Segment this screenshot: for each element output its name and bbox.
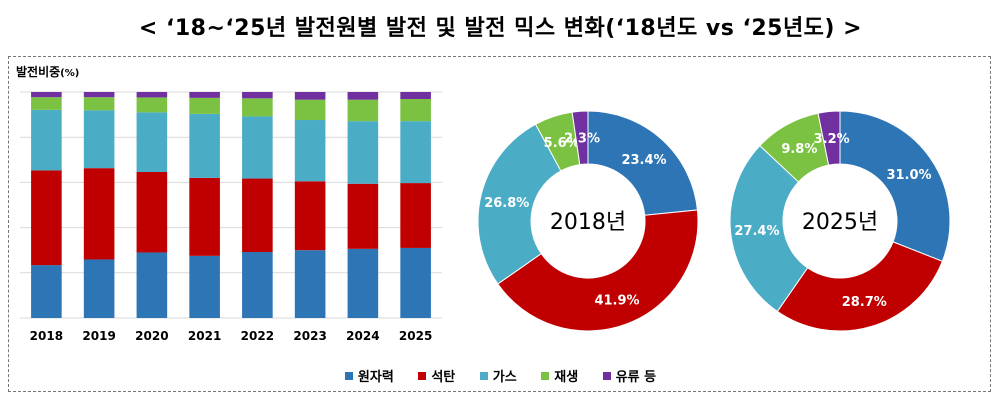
legend-swatch-renewable: [541, 372, 550, 380]
bar-gas-2025: [400, 121, 431, 184]
x-tick-label: 2023: [293, 329, 326, 343]
bar-gas-2022: [242, 116, 273, 179]
slice-label-gas: 27.4%: [734, 224, 779, 239]
x-tick-label: 2020: [135, 329, 168, 343]
bar-chart-grid: [20, 91, 442, 319]
bar-gas-2023: [294, 120, 326, 182]
bar-coal-2022: [242, 178, 273, 253]
legend: 원자력 석탄 가스 재생 유류 등: [0, 366, 1001, 385]
chart-frame: [8, 56, 991, 392]
y-axis-unit: (%): [60, 68, 80, 79]
bar-nuclear-2023: [294, 250, 326, 318]
bar-nuclear-2025: [400, 247, 431, 318]
bar-nuclear-2024: [347, 248, 379, 318]
bar-renewable-2022: [242, 98, 273, 117]
bar-nuclear-2020: [136, 252, 168, 318]
stacked-bar-chart: [31, 92, 431, 318]
bar-renewable-2021: [189, 97, 220, 114]
slice-label-nuclear: 31.0%: [886, 168, 931, 183]
bar-gas-2019: [83, 110, 115, 169]
y-axis-label: 발전비중(%): [16, 63, 79, 80]
legend-label-oil: 유류 등: [615, 370, 657, 385]
x-tick-label: 2022: [241, 329, 274, 343]
legend-label-coal: 석탄: [431, 370, 456, 385]
bar-nuclear-2021: [189, 255, 220, 318]
bar-renewable-2024: [347, 99, 379, 122]
y-axis-label-text: 발전비중: [16, 65, 61, 79]
page-title: < ‘18~‘25년 발전원별 발전 및 발전 믹스 변화(‘18년도 vs ‘…: [138, 16, 863, 41]
x-tick-label: 2021: [188, 329, 221, 343]
x-tick-label: 2024: [346, 329, 379, 343]
slice-label-renewable: 9.8%: [781, 142, 817, 157]
bar-oil-2021: [189, 92, 220, 98]
bar-oil-2022: [242, 92, 273, 99]
x-tick-label: 2025: [399, 329, 432, 343]
bar-renewable-2020: [136, 97, 168, 113]
x-tick-label: 2019: [82, 329, 115, 343]
bar-coal-2019: [83, 168, 115, 260]
slice-label-oil: 3.2%: [814, 132, 850, 147]
bar-oil-2024: [347, 92, 379, 100]
bar-nuclear-2018: [31, 265, 62, 318]
bar-nuclear-2019: [83, 259, 115, 318]
donut-hole: [531, 164, 645, 278]
bar-nuclear-2022: [242, 252, 273, 318]
slice-label-oil: 2.3%: [564, 132, 600, 147]
legend-swatch-coal: [418, 372, 427, 380]
bar-oil-2019: [83, 92, 115, 98]
bar-gas-2020: [136, 112, 168, 173]
bar-renewable-2018: [31, 97, 62, 110]
bar-coal-2025: [400, 183, 431, 248]
legend-swatch-nuclear: [344, 372, 353, 380]
x-tick-label: 2018: [30, 329, 63, 343]
legend-label-gas: 가스: [492, 370, 517, 385]
donut-chart-2018: 23.4% 41.9% 26.8% 5.6%2.3% 2018년: [477, 110, 699, 332]
bar-coal-2020: [136, 172, 168, 253]
legend-item-renewable: 재생: [541, 366, 578, 385]
bar-coal-2018: [31, 170, 62, 266]
bar-coal-2023: [294, 181, 326, 251]
bar-oil-2025: [400, 92, 431, 100]
slice-label-gas: 26.8%: [484, 196, 529, 211]
bar-coal-2024: [347, 183, 379, 249]
legend-label-nuclear: 원자력: [357, 370, 394, 385]
bar-gas-2021: [189, 113, 220, 178]
bar-oil-2018: [31, 92, 62, 98]
bar-coal-2021: [189, 177, 220, 256]
legend-item-oil: 유류 등: [602, 366, 657, 385]
bar-renewable-2025: [400, 99, 431, 122]
slice-label-coal: 41.9%: [594, 293, 639, 308]
legend-item-coal: 석탄: [418, 366, 455, 385]
bar-gas-2024: [347, 121, 379, 184]
bar-oil-2020: [136, 92, 168, 98]
slice-label-nuclear: 23.4%: [621, 153, 666, 168]
bar-gas-2018: [31, 109, 62, 171]
bar-chart-x-ticks: 2018 2019 2020 2021 2022 2023 2024 2025: [30, 329, 433, 343]
legend-item-gas: 가스: [479, 366, 517, 385]
donut-center-title: 2025년: [802, 210, 878, 235]
bar-renewable-2019: [83, 97, 115, 111]
legend-label-renewable: 재생: [554, 370, 579, 385]
slice-label-renewable: 5.6%: [544, 136, 580, 151]
donut-hole: [783, 164, 897, 278]
slice-label-coal: 28.7%: [842, 295, 887, 310]
legend-swatch-oil: [602, 372, 611, 380]
bar-oil-2023: [294, 92, 326, 100]
legend-swatch-gas: [479, 372, 488, 380]
donut-chart-2025: 31.0% 28.7% 27.4% 9.8%3.2% 2025년: [729, 110, 951, 332]
bar-renewable-2023: [294, 99, 326, 121]
legend-item-nuclear: 원자력: [344, 366, 394, 385]
donut-center-title: 2018년: [550, 210, 626, 235]
